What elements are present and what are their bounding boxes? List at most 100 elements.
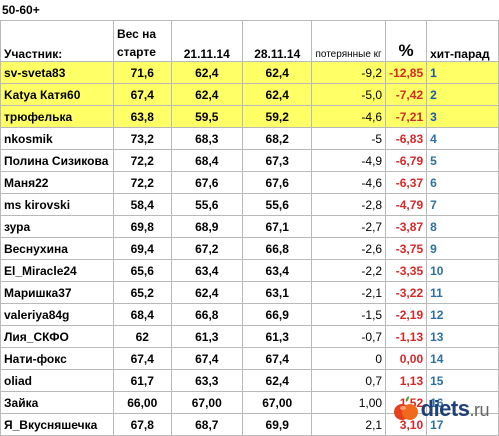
start-weight: 68,4 [112, 303, 172, 326]
percent-value: -4,79 [385, 193, 428, 216]
start-weight: 71,6 [112, 61, 172, 84]
header-participant: Участник: [0, 20, 114, 62]
participant-name: Katya Катя60 [0, 83, 114, 106]
header-percent: % [385, 20, 428, 62]
apple-icon [393, 396, 418, 420]
rank-value: 9 [426, 237, 499, 260]
start-weight: 62 [112, 325, 172, 348]
diets-logo: diets.ru [393, 394, 489, 424]
lost-kg: -0,7 [311, 325, 387, 348]
weight-date-1: 68,9 [170, 215, 243, 238]
weight-date-2: 66,9 [241, 303, 313, 326]
weight-date-1: 63,3 [170, 369, 243, 392]
weight-date-2: 69,9 [241, 413, 313, 436]
participant-name: Полина Сизикова [0, 149, 114, 172]
participant-name: Маня22 [0, 171, 114, 194]
weight-date-2: 62,4 [241, 83, 313, 106]
table-row: valeriya84g 68,4 66,8 66,9 -1,5 -2,19 12 [0, 303, 499, 326]
percent-value: -1,13 [385, 325, 428, 348]
lost-kg: -2,2 [311, 259, 387, 282]
table-row: Маришка37 65,2 62,4 63,1 -2,1 -3,22 11 [0, 281, 499, 304]
weight-date-1: 68,3 [170, 127, 243, 150]
rank-value: 10 [426, 259, 499, 282]
percent-value: -3,75 [385, 237, 428, 260]
table-row: oliad 61,7 63,3 62,4 0,7 1,13 15 [0, 369, 499, 392]
header-rank: хит-парад [426, 20, 499, 62]
lost-kg: 0,7 [311, 369, 387, 392]
weight-date-1: 66,8 [170, 303, 243, 326]
rank-value: 13 [426, 325, 499, 348]
table-row: Веснухина 69,4 67,2 66,8 -2,6 -3,75 9 [0, 237, 499, 260]
start-weight: 66,00 [112, 391, 172, 414]
header-start-weight: Вес на старте [112, 20, 172, 62]
participant-name: oliad [0, 369, 114, 392]
start-weight: 72,2 [112, 171, 172, 194]
lost-kg: 0 [311, 347, 387, 370]
logo-tld: .ru [469, 400, 489, 420]
rank-value: 6 [426, 171, 499, 194]
weight-date-2: 61,3 [241, 325, 313, 348]
weight-date-2: 67,3 [241, 149, 313, 172]
table-row: Нати-фокс 67,4 67,4 67,4 0 0,00 14 [0, 347, 499, 370]
participant-name: трюфелька [0, 105, 114, 128]
lost-kg: -2,6 [311, 237, 387, 260]
header-row: Участник: Вес на старте 21.11.14 28.11.1… [0, 20, 499, 62]
participant-name: El_Miracle24 [0, 259, 114, 282]
start-weight: 65,2 [112, 281, 172, 304]
weight-date-2: 67,4 [241, 347, 313, 370]
rank-value: 4 [426, 127, 499, 150]
rank-value: 1 [426, 61, 499, 84]
weight-date-2: 63,4 [241, 259, 313, 282]
weight-date-2: 62,4 [241, 61, 313, 84]
lost-kg: -4,6 [311, 171, 387, 194]
weight-date-1: 59,5 [170, 105, 243, 128]
lost-kg: -5,0 [311, 83, 387, 106]
rank-value: 8 [426, 215, 499, 238]
lost-kg: -2,1 [311, 281, 387, 304]
participant-name: ms kirovski [0, 193, 114, 216]
start-weight: 72,2 [112, 149, 172, 172]
weight-date-1: 62,4 [170, 61, 243, 84]
table-row: трюфелька 63,8 59,5 59,2 -4,6 -7,21 3 [0, 105, 499, 128]
weight-date-2: 68,2 [241, 127, 313, 150]
start-weight: 69,8 [112, 215, 172, 238]
rank-value: 15 [426, 369, 499, 392]
start-weight: 65,6 [112, 259, 172, 282]
lost-kg: -1,5 [311, 303, 387, 326]
participant-name: Лия_СКФО [0, 325, 114, 348]
weight-date-1: 62,4 [170, 281, 243, 304]
participant-name: Маришка37 [0, 281, 114, 304]
rank-value: 2 [426, 83, 499, 106]
rank-value: 7 [426, 193, 499, 216]
lost-kg: -5 [311, 127, 387, 150]
percent-value: -3,87 [385, 215, 428, 238]
lost-kg: 2,1 [311, 413, 387, 436]
table-row: sv-sveta83 71,6 62,4 62,4 -9,2 -12,85 1 [0, 61, 499, 84]
start-weight: 73,2 [112, 127, 172, 150]
percent-value: -7,21 [385, 105, 428, 128]
table-row: зура 69,8 68,9 67,1 -2,7 -3,87 8 [0, 215, 499, 238]
weight-date-2: 67,6 [241, 171, 313, 194]
weight-date-1: 63,4 [170, 259, 243, 282]
participant-name: зура [0, 215, 114, 238]
percent-value: -6,37 [385, 171, 428, 194]
participant-name: Веснухина [0, 237, 114, 260]
weight-date-2: 67,1 [241, 215, 313, 238]
weight-date-1: 68,4 [170, 149, 243, 172]
start-weight: 58,4 [112, 193, 172, 216]
participant-name: sv-sveta83 [0, 61, 114, 84]
weight-date-1: 55,6 [170, 193, 243, 216]
lost-kg: 1,00 [311, 391, 387, 414]
lost-kg: -2,7 [311, 215, 387, 238]
percent-value: -6,83 [385, 127, 428, 150]
lost-kg: -9,2 [311, 61, 387, 84]
logo-brand: diets [420, 396, 470, 421]
weight-date-2: 63,1 [241, 281, 313, 304]
weight-date-1: 67,2 [170, 237, 243, 260]
weight-date-2: 62,4 [241, 369, 313, 392]
weight-date-2: 55,6 [241, 193, 313, 216]
table-row: ms kirovski 58,4 55,6 55,6 -2,8 -4,79 7 [0, 193, 499, 216]
participant-name: Зайка [0, 391, 114, 414]
table-row: Katya Катя60 67,4 62,4 62,4 -5,0 -7,42 2 [0, 83, 499, 106]
percent-value: -3,22 [385, 281, 428, 304]
